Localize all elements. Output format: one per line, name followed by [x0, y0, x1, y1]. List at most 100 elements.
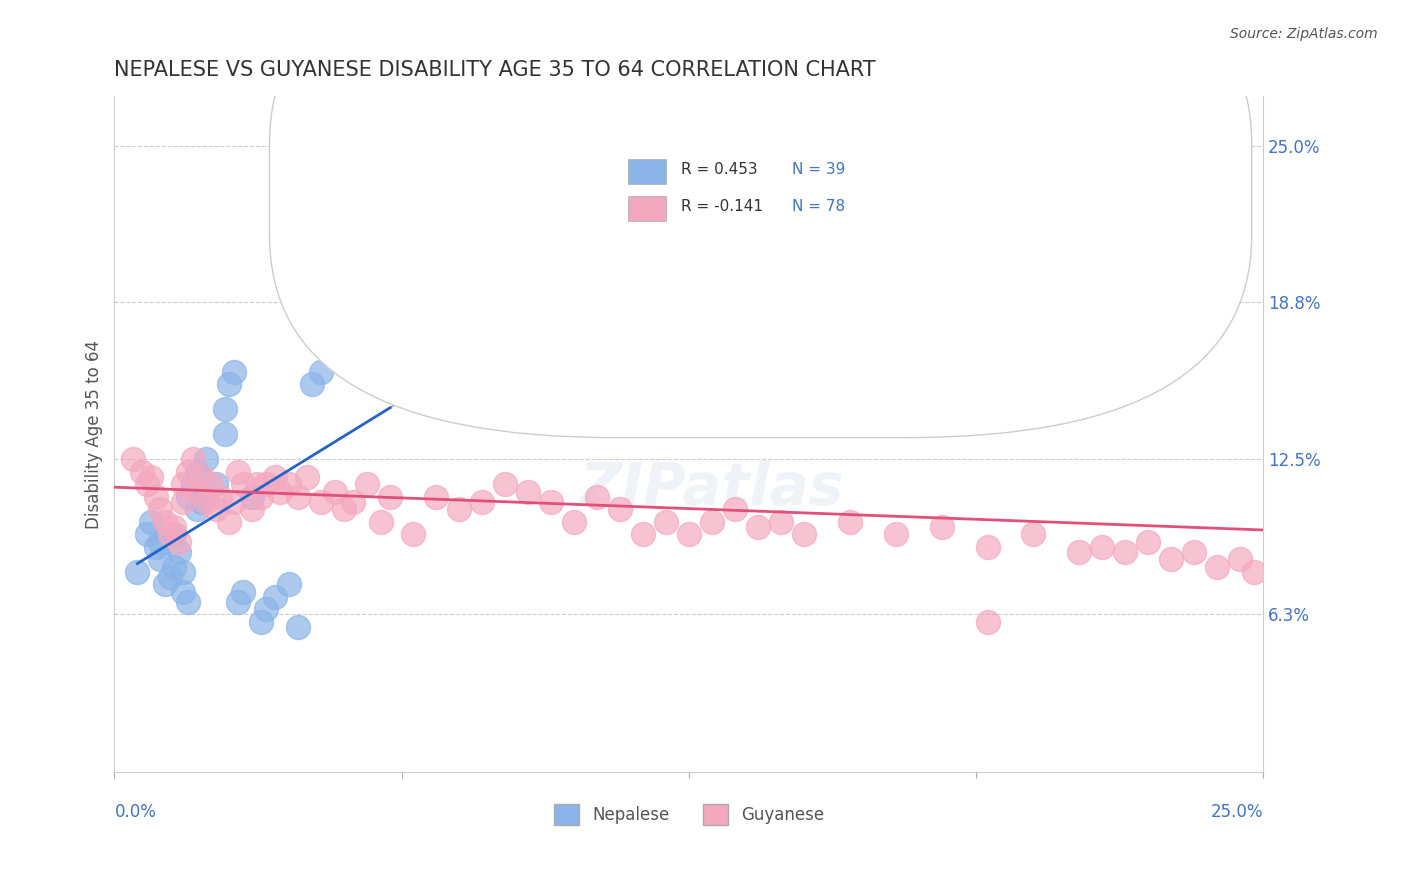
Point: [370, 515, 392, 529]
Point: [1243, 565, 1265, 579]
Point: [149, 502, 172, 516]
Point: [153, 515, 176, 529]
Point: [181, 477, 204, 491]
Point: [159, 527, 181, 541]
Point: [214, 427, 236, 442]
Point: [232, 477, 254, 491]
Point: [222, 495, 245, 509]
Point: [141, 470, 163, 484]
Point: [287, 620, 309, 634]
Point: [747, 520, 769, 534]
Point: [1091, 352, 1114, 367]
Point: [342, 495, 364, 509]
Point: [204, 502, 226, 516]
Point: [333, 352, 356, 367]
Point: [402, 527, 425, 541]
Point: [1114, 545, 1136, 559]
Point: [378, 490, 401, 504]
Point: [145, 540, 167, 554]
Point: [214, 402, 236, 417]
Point: [172, 477, 194, 491]
Bar: [628, 159, 666, 185]
Point: [177, 595, 200, 609]
Point: [228, 465, 250, 479]
Point: [471, 495, 494, 509]
Point: [254, 602, 277, 616]
Point: [356, 477, 378, 491]
Y-axis label: Disability Age 35 to 64: Disability Age 35 to 64: [86, 340, 103, 529]
Point: [172, 495, 194, 509]
Point: [240, 502, 263, 516]
Point: [186, 502, 208, 516]
Text: NEPALESE VS GUYANESE DISABILITY AGE 35 TO 64 CORRELATION CHART: NEPALESE VS GUYANESE DISABILITY AGE 35 T…: [114, 60, 876, 79]
Point: [309, 495, 332, 509]
Point: [177, 490, 200, 504]
Text: 0.0%: 0.0%: [114, 803, 156, 821]
Point: [976, 615, 998, 629]
Point: [297, 470, 319, 484]
Point: [177, 465, 200, 479]
Point: [195, 452, 218, 467]
Point: [609, 502, 631, 516]
Point: [678, 527, 700, 541]
Point: [228, 595, 250, 609]
Point: [246, 477, 269, 491]
Text: R = 0.453: R = 0.453: [681, 162, 758, 177]
Point: [172, 585, 194, 599]
Point: [278, 577, 301, 591]
Point: [769, 515, 792, 529]
Point: [209, 490, 232, 504]
Point: [838, 515, 860, 529]
Point: [862, 277, 884, 292]
Point: [264, 470, 287, 484]
Point: [494, 477, 516, 491]
Point: [186, 465, 208, 479]
Point: [172, 565, 194, 579]
Point: [181, 452, 204, 467]
Point: [167, 545, 190, 559]
Bar: [628, 195, 666, 221]
Point: [278, 477, 301, 491]
Point: [141, 515, 163, 529]
Point: [135, 477, 157, 491]
Text: ZIPatlas: ZIPatlas: [579, 459, 844, 516]
Point: [540, 495, 562, 509]
Point: [186, 484, 208, 499]
Point: [976, 540, 998, 554]
Point: [425, 490, 447, 504]
Point: [631, 527, 654, 541]
Text: Source: ZipAtlas.com: Source: ZipAtlas.com: [1230, 27, 1378, 41]
Point: [190, 470, 212, 484]
Point: [700, 515, 723, 529]
Point: [149, 534, 172, 549]
Point: [287, 490, 309, 504]
Point: [724, 502, 747, 516]
Point: [1137, 534, 1160, 549]
Point: [678, 377, 700, 392]
Point: [378, 315, 401, 329]
Point: [931, 520, 953, 534]
Point: [145, 490, 167, 504]
Point: [724, 415, 747, 429]
Point: [153, 577, 176, 591]
Point: [655, 515, 678, 529]
Point: [1206, 559, 1229, 574]
Point: [586, 490, 609, 504]
Text: R = -0.141: R = -0.141: [681, 199, 763, 214]
Point: [1160, 552, 1182, 566]
Point: [159, 570, 181, 584]
Point: [250, 615, 273, 629]
Point: [333, 502, 356, 516]
Point: [884, 527, 907, 541]
Point: [309, 365, 332, 379]
Point: [167, 534, 190, 549]
Point: [264, 590, 287, 604]
Legend: Nepalese, Guyanese: Nepalese, Guyanese: [547, 797, 831, 831]
Point: [1022, 527, 1045, 541]
Point: [232, 585, 254, 599]
Point: [301, 377, 323, 392]
Point: [240, 490, 263, 504]
Point: [342, 334, 364, 349]
Point: [447, 502, 470, 516]
Text: N = 39: N = 39: [792, 162, 845, 177]
